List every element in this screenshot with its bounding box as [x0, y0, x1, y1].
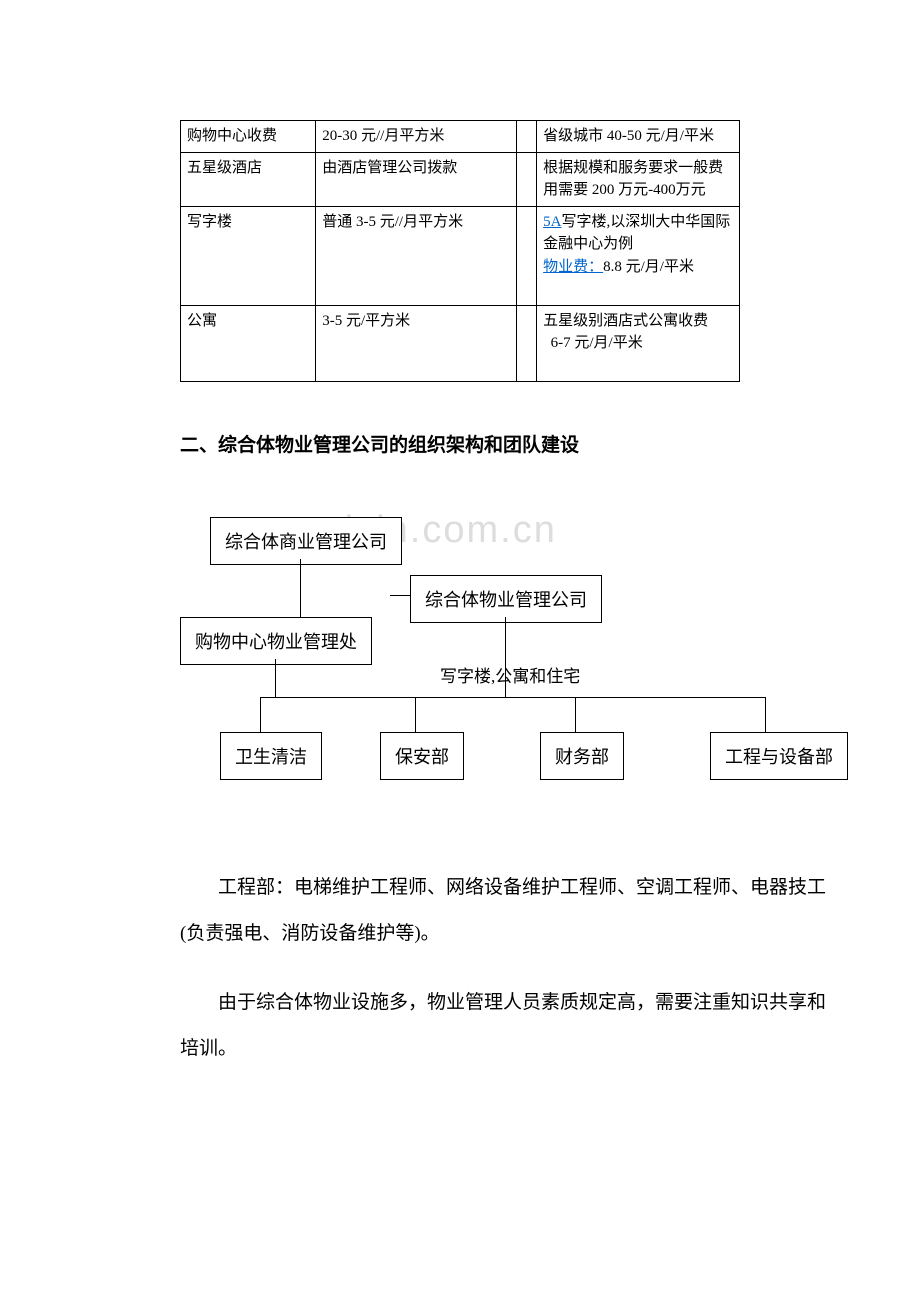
cell-note: 5A写字楼,以深圳大中华国际金融中心为例 物业费：8.8 元/月/平米 [537, 206, 740, 305]
org-chart: www.zixin.com.cn 综合体商业管理公司 综合体物业管理公司 购物中… [190, 517, 910, 817]
cell-type: 购物中心收费 [181, 121, 316, 153]
cell-fee: 由酒店管理公司拨款 [316, 152, 517, 206]
link-5a[interactable]: 5A [543, 214, 561, 230]
cell-fee: 20-30 元//月平方米 [316, 121, 517, 153]
cell-fee: 3-5 元/平方米 [316, 305, 517, 382]
org-label-residential: 写字楼,公寓和住宅 [440, 662, 580, 687]
cell-note: 省级城市 40-50 元/月/平米 [537, 121, 740, 153]
org-box-engineering: 工程与设备部 [710, 732, 848, 780]
table-row: 五星级酒店 由酒店管理公司拨款 根据规模和服务要求一般费用需要 200 万元-4… [181, 152, 740, 206]
cell-note: 五星级别酒店式公寓收费 6-7 元/月/平米 [537, 305, 740, 382]
cell-text: 写字楼,以深圳大中华国际金融中心为例 [543, 214, 730, 253]
org-box-commercial: 综合体商业管理公司 [210, 517, 402, 565]
cell-type: 写字楼 [181, 206, 316, 305]
cell-text: 五星级别酒店式公寓收费 [543, 313, 708, 329]
cell-type: 公寓 [181, 305, 316, 382]
cell-note: 根据规模和服务要求一般费用需要 200 万元-400万元 [537, 152, 740, 206]
body-text: 工程部：电梯维护工程师、网络设备维护工程师、空调工程师、电器技工(负责强电、消防… [180, 865, 830, 1071]
cell-text: 8.8 元/月/平米 [603, 259, 694, 275]
org-box-property: 综合体物业管理公司 [410, 575, 602, 623]
cell-spacer [516, 121, 536, 153]
cell-type: 五星级酒店 [181, 152, 316, 206]
cell-text: 6-7 元/月/平米 [551, 335, 643, 351]
table-row: 写字楼 普通 3-5 元//月平方米 5A写字楼,以深圳大中华国际金融中心为例 … [181, 206, 740, 305]
cell-fee: 普通 3-5 元//月平方米 [316, 206, 517, 305]
paragraph-training: 由于综合体物业设施多，物业管理人员素质规定高，需要注重知识共享和培训。 [180, 980, 830, 1071]
link-fee[interactable]: 物业费： [543, 259, 603, 275]
org-box-cleaning: 卫生清洁 [220, 732, 322, 780]
cell-spacer [516, 152, 536, 206]
org-box-mall: 购物中心物业管理处 [180, 617, 372, 665]
org-box-security: 保安部 [380, 732, 464, 780]
cell-spacer [516, 305, 536, 382]
table-row: 公寓 3-5 元/平方米 五星级别酒店式公寓收费 6-7 元/月/平米 [181, 305, 740, 382]
section-title: 二、综合体物业管理公司的组织架构和团队建设 [180, 430, 830, 457]
cell-spacer [516, 206, 536, 305]
fee-table: 购物中心收费 20-30 元//月平方米 省级城市 40-50 元/月/平米 五… [180, 120, 740, 382]
paragraph-engineering: 工程部：电梯维护工程师、网络设备维护工程师、空调工程师、电器技工(负责强电、消防… [180, 865, 830, 956]
table-row: 购物中心收费 20-30 元//月平方米 省级城市 40-50 元/月/平米 [181, 121, 740, 153]
org-box-finance: 财务部 [540, 732, 624, 780]
